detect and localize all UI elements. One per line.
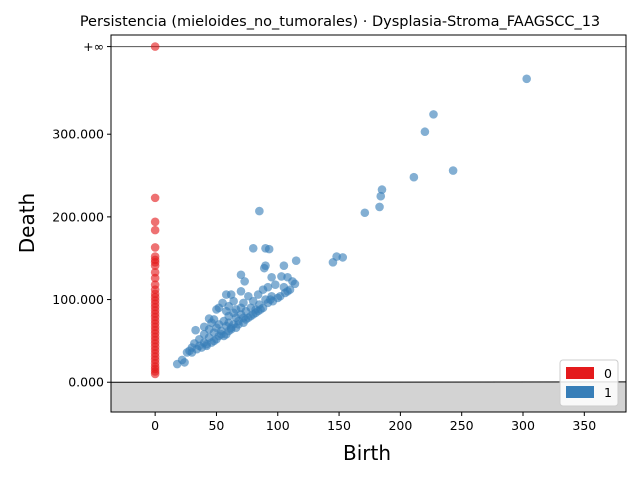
data-point-series-1 (375, 202, 384, 212)
data-point-series-0 (150, 273, 160, 283)
data-point-series-1 (338, 253, 348, 262)
data-point-series-1 (261, 261, 270, 270)
data-point-series-1 (271, 280, 280, 289)
data-point-series-0 (150, 243, 160, 252)
data-point-series-1 (187, 348, 197, 357)
chart-title: Persistencia (mieloides_no_tumorales) · … (80, 14, 600, 30)
x-tick-label: 50 (208, 418, 224, 433)
legend-swatch-1 (566, 386, 594, 398)
data-point-series-0 (150, 225, 160, 235)
y-axis-label: Death (15, 193, 39, 253)
data-point-series-1 (221, 290, 231, 299)
data-point-series-1 (279, 261, 289, 270)
data-point-series-1 (258, 303, 268, 313)
x-tick-label: 350 (572, 418, 596, 433)
data-point-series-1 (360, 208, 370, 218)
data-point-series-1 (253, 290, 263, 299)
data-point-series-1 (202, 341, 211, 351)
x-tick-label: 200 (388, 418, 412, 433)
data-point-series-1 (248, 244, 258, 253)
data-point-series-0 (150, 42, 160, 51)
plot-frame (110, 34, 627, 413)
legend-label-1: 1 (604, 385, 612, 400)
data-point-series-1 (240, 277, 249, 286)
data-point-series-1 (420, 127, 430, 137)
y-tick-label-infinity: +∞ (83, 39, 104, 54)
data-point-series-1 (255, 206, 264, 216)
data-point-series-1 (376, 191, 386, 201)
data-point-series-1 (267, 272, 276, 282)
data-point-series-1 (236, 270, 246, 280)
x-tick-label: 250 (450, 418, 474, 433)
data-point-series-1 (285, 285, 295, 294)
x-tick-label: 150 (327, 418, 351, 433)
y-tick-label: 200.000 (52, 209, 104, 224)
data-point-series-1 (448, 166, 458, 175)
below-diagonal-region (111, 381, 626, 412)
data-point-series-0 (150, 261, 160, 270)
data-point-series-1 (264, 244, 274, 254)
data-point-series-1 (251, 308, 260, 318)
y-tick-label: 300.000 (52, 127, 104, 142)
data-point-series-0 (150, 369, 160, 379)
data-point-series-1 (328, 258, 338, 267)
y-tick-label: 0.000 (68, 375, 104, 390)
data-point-series-1 (266, 295, 275, 304)
data-point-series-0 (150, 193, 160, 203)
data-point-series-0 (150, 217, 160, 227)
data-point-series-1 (234, 320, 243, 329)
data-point-series-1 (522, 74, 531, 84)
legend-swatch-0 (566, 367, 594, 379)
y-tick-label: 100.000 (52, 292, 104, 307)
data-point-series-1 (172, 359, 182, 369)
data-point-series-1 (217, 329, 226, 339)
data-point-series-1 (214, 303, 224, 313)
data-point-series-1 (409, 172, 419, 182)
data-point-series-1 (226, 323, 236, 332)
x-tick-label: 300 (511, 418, 535, 433)
data-point-series-1 (236, 286, 246, 296)
x-axis-label: Birth (343, 441, 391, 465)
data-point-series-1 (290, 279, 300, 289)
data-point-series-1 (291, 256, 301, 266)
data-point-series-1 (429, 110, 438, 119)
x-tick-label: 100 (266, 418, 290, 433)
x-tick-label: 0 (151, 418, 159, 433)
data-point-series-1 (377, 185, 387, 194)
data-point-series-1 (180, 358, 189, 367)
plot-area: 0 50 100 150 200 250 300 350 0.000 100.000 200.000… (52, 34, 627, 433)
legend-label-0: 0 (604, 366, 612, 381)
data-point-series-1 (191, 325, 200, 335)
